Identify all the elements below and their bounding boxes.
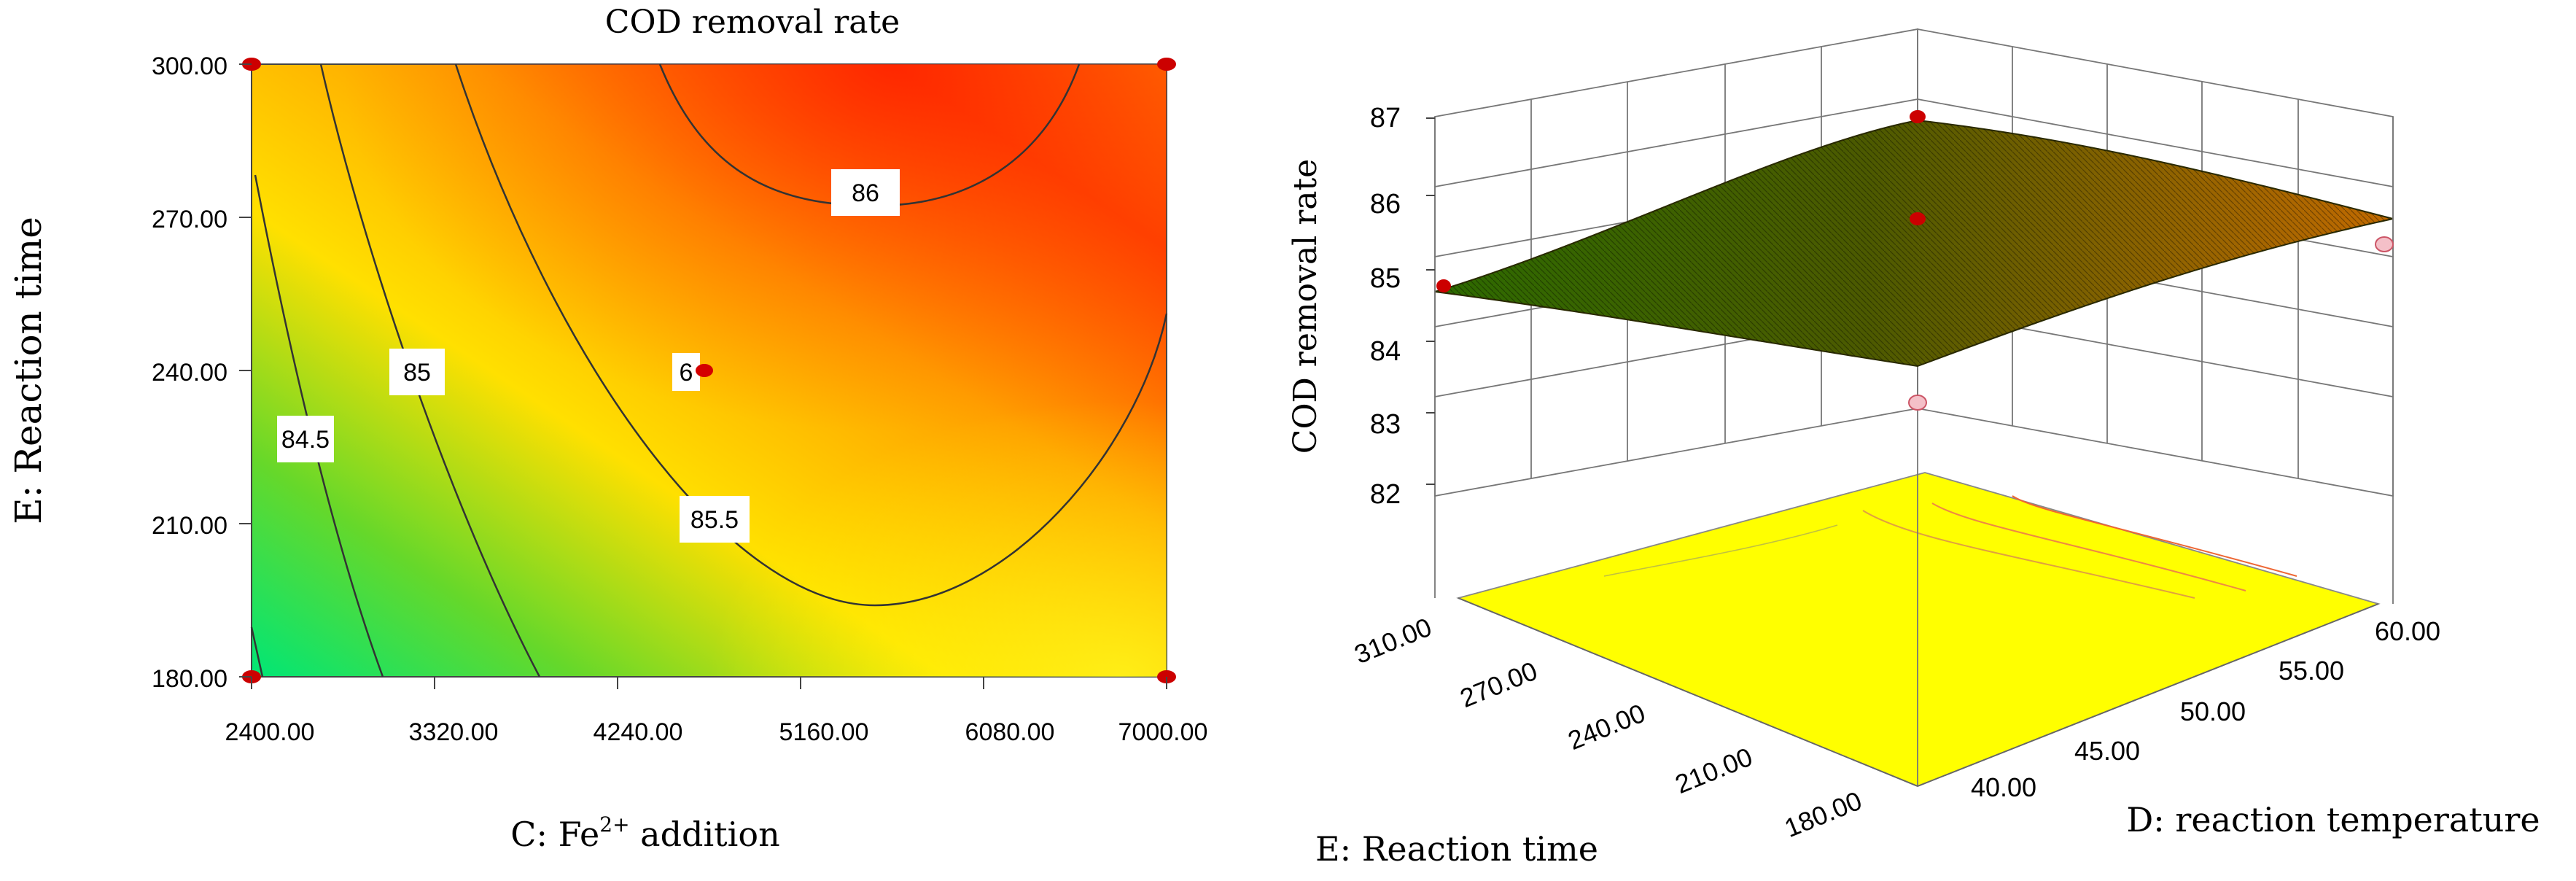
y-tick-label: 300.00 (152, 53, 227, 80)
design-point-marker (1910, 212, 1926, 225)
axis-line (1917, 603, 2379, 787)
x-tick-label: 3320.00 (409, 718, 499, 746)
contour-label-box-85-5 (680, 496, 750, 543)
x-tick-label: 310.00 (1350, 612, 1436, 670)
contour-x-axis-title: C: Fe2+ addition (510, 812, 779, 854)
y-tick-label: 210.00 (152, 512, 227, 540)
x-tick-label: 4240.00 (594, 718, 683, 746)
contour-label-box-84-5 (277, 416, 334, 462)
x-tick-label: 5160.00 (779, 718, 869, 746)
contour-label-85-5: 85.5 (690, 506, 739, 534)
contour-line-84-5-corner (250, 626, 264, 678)
x-tick-label: 210.00 (1671, 742, 1756, 799)
center-point-label-box (672, 353, 700, 391)
x-tick-label: 6080.00 (965, 718, 1055, 746)
response-surface-mesh (1435, 120, 2393, 366)
floor-contour-line (1931, 502, 2246, 591)
floor-contour-line (2012, 495, 2297, 577)
contour-y-axis-title: E: Reaction time (7, 217, 50, 524)
y-tick-label: 180.00 (152, 665, 227, 693)
x-tick-label: 270.00 (1456, 656, 1541, 713)
x-title-base: C: Fe (510, 815, 599, 854)
reaction-time-axis-title: E: Reaction time (1315, 829, 1598, 869)
surface-plot: 82 83 84 85 86 87 COD removal rate 180.0… (1287, 28, 2540, 869)
x-tick-label: 7000.00 (1118, 718, 1208, 746)
contour-plot: COD removal rate 84.5 85 85.5 86 6 (7, 4, 1207, 854)
z-tick-label: 82 (1370, 479, 1401, 510)
x-tick-label: 2400.00 (225, 718, 315, 746)
contour-line-85-5 (454, 63, 1168, 607)
x-title-superscript: 2+ (599, 812, 629, 837)
floor-contour-line (1862, 510, 2195, 599)
contour-y-axis: 180.00 210.00 240.00 270.00 300.00 (152, 53, 252, 693)
center-point-marker (696, 364, 713, 377)
reaction-temperature-axis: 40.00 45.00 50.00 55.00 60.00 D: reactio… (1917, 603, 2540, 839)
design-point-marker (1436, 279, 1451, 292)
reaction-temperature-axis-title: D: reaction temperature (2126, 800, 2540, 839)
contour-label-85: 85 (403, 359, 431, 387)
y-tick-label: 55.00 (2279, 656, 2344, 686)
center-point-label: 6 (680, 359, 693, 387)
contour-label-box-85 (389, 349, 445, 395)
contour-label-86: 86 (852, 179, 879, 207)
y-tick-label: 50.00 (2180, 696, 2246, 726)
design-point-marker (2375, 236, 2394, 252)
y-tick-label: 60.00 (2375, 616, 2440, 646)
y-tick-label: 45.00 (2074, 736, 2140, 766)
design-point-marker (1910, 110, 1926, 123)
z-tick-label: 83 (1370, 409, 1401, 440)
z-tick-label: 87 (1370, 103, 1401, 133)
z-tick-label: 86 (1370, 189, 1401, 220)
contour-label-84-5: 84.5 (281, 426, 330, 454)
y-tick-label: 270.00 (152, 206, 227, 233)
design-point-marker (1157, 58, 1176, 71)
x-tick-label: 180.00 (1781, 785, 1866, 843)
x-title-tail: addition (630, 815, 780, 854)
y-tick-label: 40.00 (1971, 772, 2036, 802)
z-tick-label: 84 (1370, 336, 1401, 367)
x-tick-label: 240.00 (1564, 698, 1649, 756)
z-axis: 82 83 84 85 86 87 COD removal rate (1287, 103, 1435, 510)
z-tick-label: 85 (1370, 263, 1401, 294)
contour-title: COD removal rate (605, 4, 900, 41)
contour-x-axis: 2400.00 3320.00 4240.00 5160.00 6080.00 … (225, 677, 1208, 746)
floor-contour-line (1603, 524, 1838, 577)
contour-label-box-86 (831, 169, 900, 216)
axis-line (1458, 597, 1918, 787)
y-tick-label: 240.00 (152, 359, 227, 387)
z-axis-title: COD removal rate (1287, 159, 1324, 454)
design-point-marker (1908, 395, 1927, 411)
